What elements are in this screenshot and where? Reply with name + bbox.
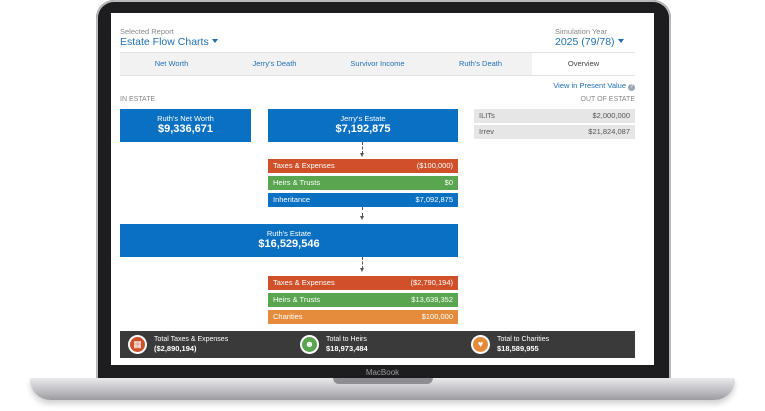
selected-report-label: Selected Report xyxy=(120,27,174,36)
row-value: ($2,790,194) xyxy=(410,278,453,287)
ruths-estate-label: Ruth's Estate xyxy=(266,229,312,238)
row-label: Heirs & Trusts xyxy=(273,295,321,304)
row-value: ($100,000) xyxy=(416,161,453,170)
row-value: $7,092,875 xyxy=(415,195,453,204)
report-dropdown[interactable]: Estate Flow Charts xyxy=(120,36,218,48)
simulation-year-value: 2025 (79/78) xyxy=(555,36,615,48)
jerrys-estate-label: Jerry's Estate xyxy=(340,114,386,123)
simulation-year-label: Simulation Year xyxy=(555,27,608,36)
tab-bar: Net Worth Jerry's Death Survivor Income … xyxy=(120,52,635,76)
laptop-notch xyxy=(333,378,433,384)
flow-connector xyxy=(362,142,363,154)
total-charities: Total to Charities $18,589,955 xyxy=(497,335,549,354)
out-of-estate-row: ILITs $2,000,000 xyxy=(474,109,635,123)
out-of-estate-label: Irrev xyxy=(479,127,494,136)
out-of-estate-value: $2,000,000 xyxy=(592,111,630,120)
tab-ruths-death[interactable]: Ruth's Death xyxy=(458,59,503,68)
out-of-estate-label: ILITs xyxy=(479,111,495,120)
total-heirs: Total to Heirs $18,973,484 xyxy=(326,335,368,354)
chevron-down-icon xyxy=(617,39,624,43)
jerrys-estate-value: $7,192,875 xyxy=(335,123,391,135)
arrow-down-icon xyxy=(360,153,364,157)
row-label: Taxes & Expenses xyxy=(273,161,335,170)
ruths-net-worth-box: Ruth's Net Worth $9,336,671 xyxy=(120,109,251,142)
flow-connector xyxy=(362,207,363,216)
flow-connector xyxy=(362,257,363,269)
totals-footer: ▦ Total Taxes & Expenses ($2,890,194) ☻ … xyxy=(120,331,635,358)
jerry-inheritance-row: Inheritance $7,092,875 xyxy=(268,193,458,207)
ruths-net-worth-value: $9,336,671 xyxy=(157,123,214,135)
arrow-down-icon xyxy=(360,216,364,220)
jerrys-estate-box: Jerry's Estate $7,192,875 xyxy=(268,109,458,142)
out-of-estate-row: Irrev $21,824,087 xyxy=(474,125,635,139)
ruth-heirs-row: Heirs & Trusts $13,639,352 xyxy=(268,293,458,307)
row-value: $100,000 xyxy=(421,312,453,321)
present-value-label: View in Present Value xyxy=(553,81,626,90)
row-value: $13,639,352 xyxy=(411,295,453,304)
tab-survivor-income[interactable]: Survivor Income xyxy=(350,59,405,68)
people-icon: ☻ xyxy=(300,335,319,354)
tab-jerrys-death[interactable]: Jerry's Death xyxy=(252,59,297,68)
simulation-year-dropdown[interactable]: 2025 (79/78) xyxy=(555,36,624,48)
total-charities-label: Total to Charities xyxy=(497,336,550,343)
arrow-down-icon xyxy=(360,268,364,272)
tab-net-worth[interactable]: Net Worth xyxy=(154,59,189,68)
in-estate-heading: IN ESTATE xyxy=(120,96,156,103)
total-taxes: Total Taxes & Expenses ($2,890,194) xyxy=(154,335,228,354)
report-dropdown-value: Estate Flow Charts xyxy=(120,36,209,48)
row-label: Charities xyxy=(273,312,303,321)
tab-overview[interactable]: Overview xyxy=(532,53,635,75)
total-heirs-label: Total to Heirs xyxy=(326,336,367,343)
calculator-icon: ▦ xyxy=(128,335,147,354)
total-charities-value: $18,589,955 xyxy=(497,344,539,353)
out-of-estate-value: $21,824,087 xyxy=(588,127,630,136)
laptop-brand-label: MacBook xyxy=(365,368,400,377)
app-screen: Selected Report Estate Flow Charts Simul… xyxy=(111,13,654,365)
ruths-net-worth-label: Ruth's Net Worth xyxy=(157,114,214,123)
row-label: Taxes & Expenses xyxy=(273,278,335,287)
total-heirs-value: $18,973,484 xyxy=(326,344,368,353)
heart-icon: ♥ xyxy=(471,335,490,354)
total-taxes-label: Total Taxes & Expenses xyxy=(154,336,229,343)
row-label: Heirs & Trusts xyxy=(273,178,321,187)
present-value-link[interactable]: View in Present Value? xyxy=(541,81,635,91)
out-of-estate-heading: OUT OF ESTATE xyxy=(580,96,635,103)
ruths-estate-box: Ruth's Estate $16,529,546 xyxy=(120,224,458,257)
ruths-estate-value: $16,529,546 xyxy=(258,238,320,250)
jerry-taxes-row: Taxes & Expenses ($100,000) xyxy=(268,159,458,173)
help-icon[interactable]: ? xyxy=(628,84,635,91)
ruth-taxes-row: Taxes & Expenses ($2,790,194) xyxy=(268,276,458,290)
laptop-base xyxy=(30,378,735,400)
row-value: $0 xyxy=(444,178,453,187)
total-taxes-value: ($2,890,194) xyxy=(154,344,197,353)
row-label: Inheritance xyxy=(273,195,311,204)
ruth-charities-row: Charities $100,000 xyxy=(268,310,458,324)
jerry-heirs-row: Heirs & Trusts $0 xyxy=(268,176,458,190)
chevron-down-icon xyxy=(211,39,218,43)
